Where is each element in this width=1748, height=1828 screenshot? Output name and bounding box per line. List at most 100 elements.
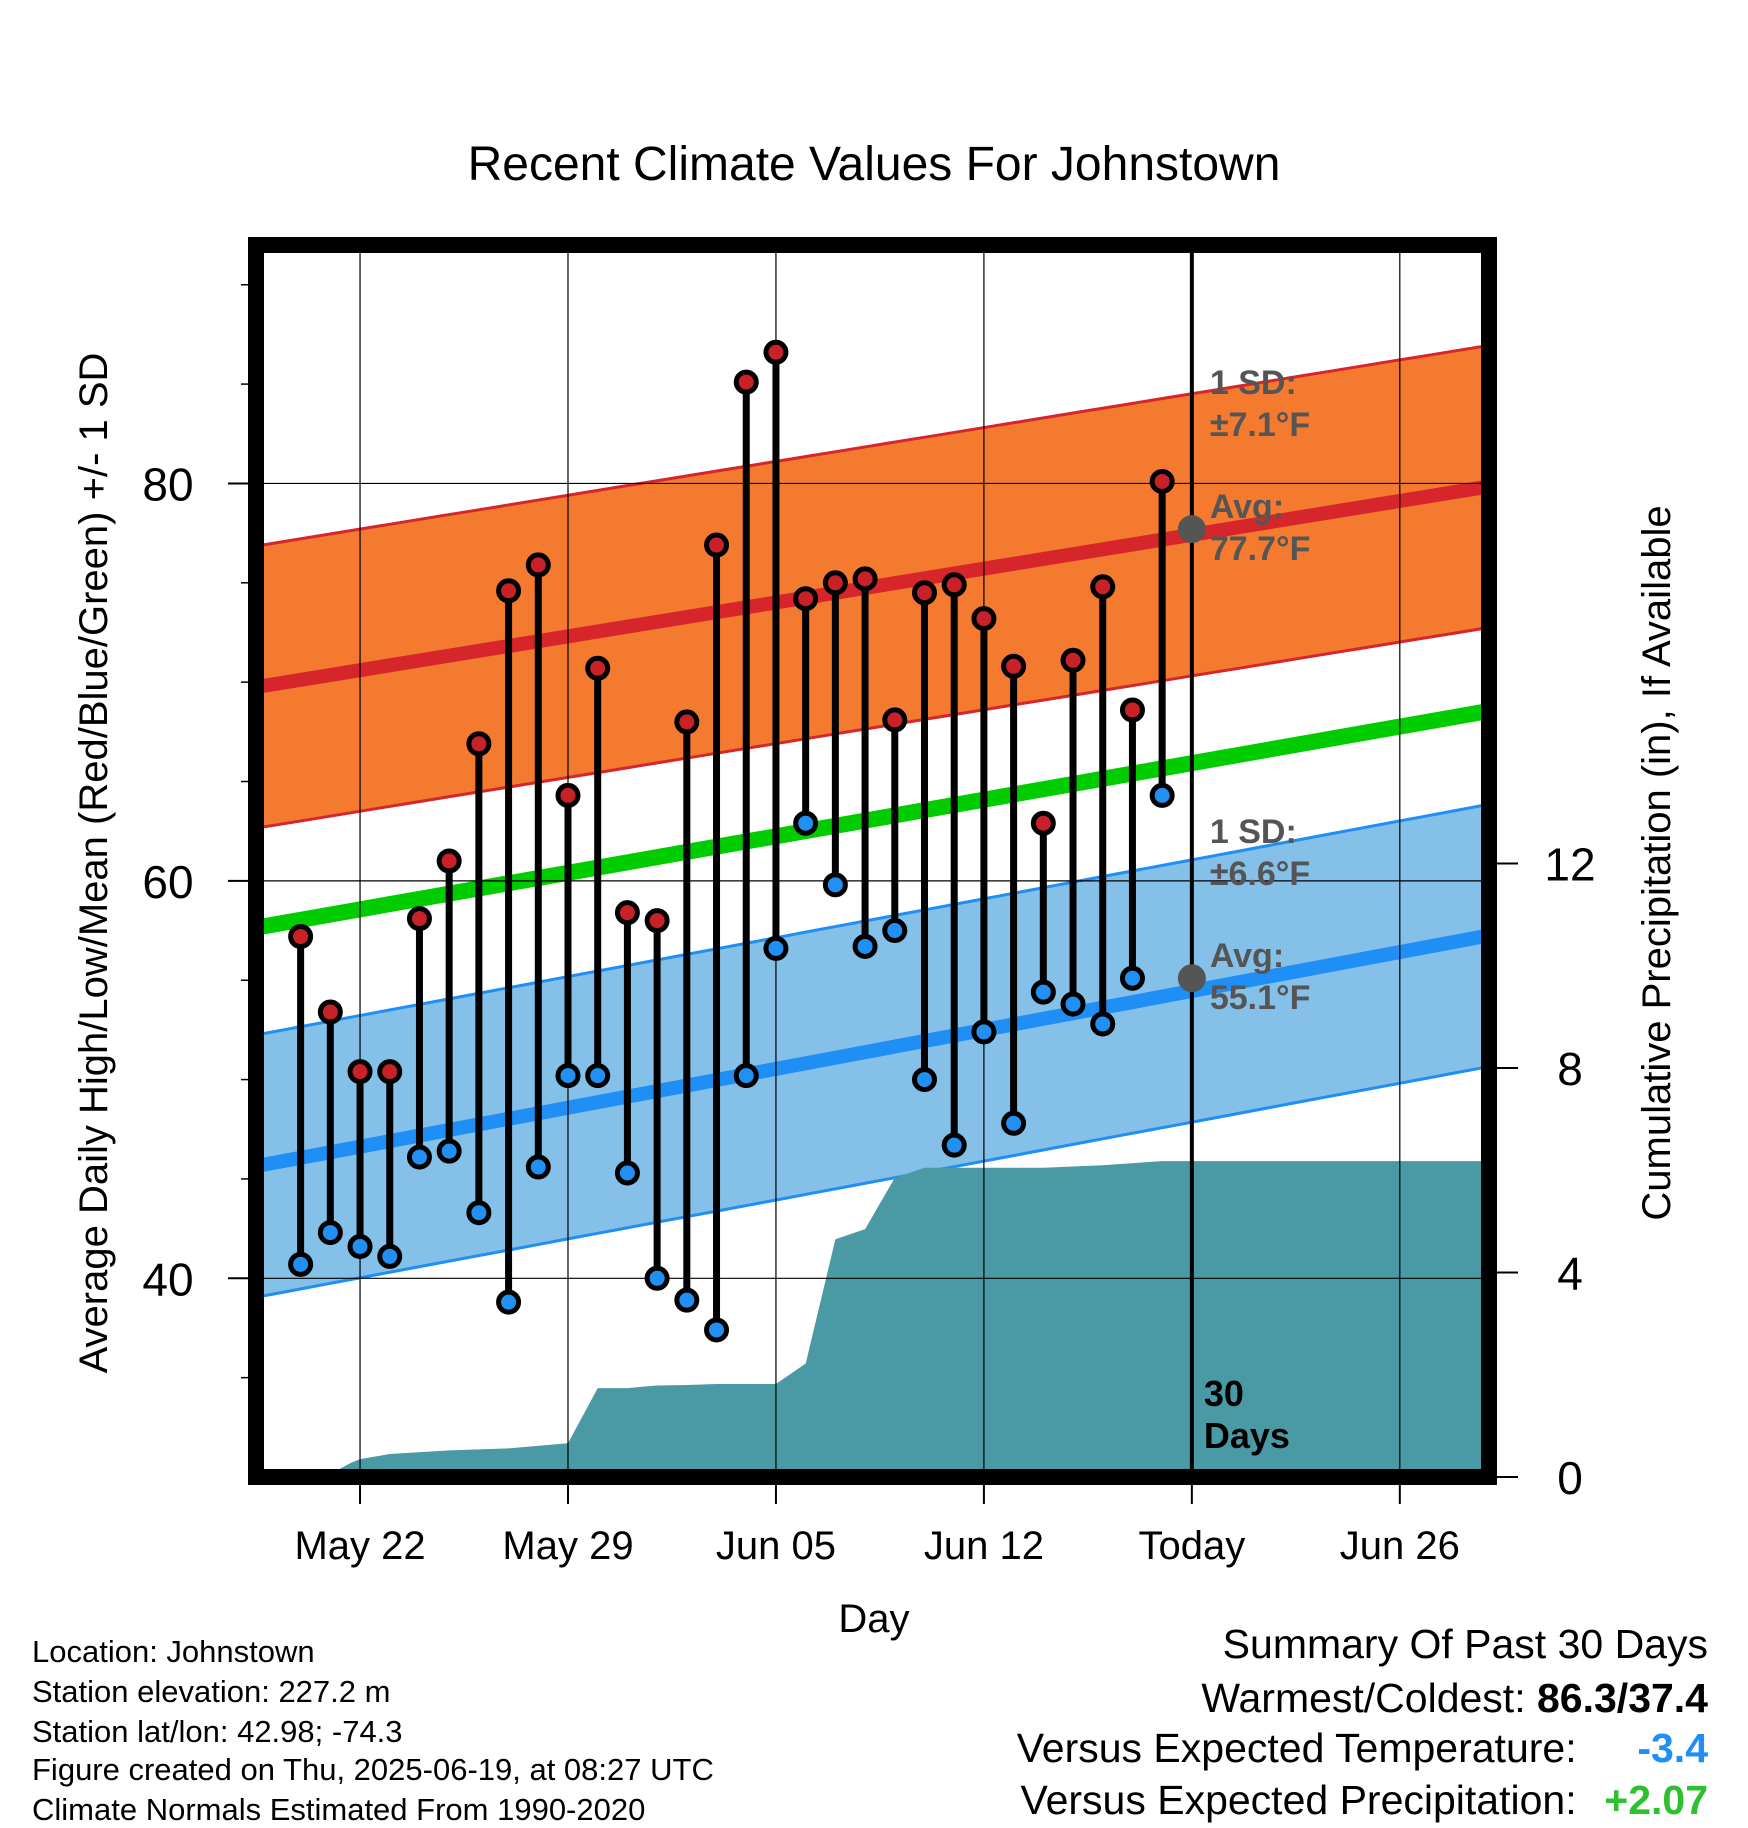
high-normal-annotation-text: Avg:: [1210, 488, 1284, 526]
summary-temp-label: Versus Expected Temperature:: [1016, 1725, 1577, 1771]
daily-low-point: [911, 1067, 937, 1093]
daily-low-point: [793, 810, 819, 836]
daily-high-point: [614, 900, 640, 926]
daily-low-point: [704, 1317, 730, 1343]
daily-low-point: [496, 1289, 522, 1315]
daily-high-point: [644, 908, 670, 934]
daily-low-point: [585, 1063, 611, 1089]
x-tick-label: Jun 05: [716, 1524, 836, 1568]
normal-low-today-marker: [1177, 964, 1206, 993]
low-normal-annotation-text: Avg:: [1210, 937, 1284, 975]
daily-low-point: [1090, 1011, 1116, 1037]
summary-title: Summary Of Past 30 Days: [1222, 1621, 1708, 1667]
y-axis-label-right: Cumulative Precipitation (in), If Availa…: [1635, 505, 1679, 1220]
daily-high-point: [496, 578, 522, 604]
normal-low-band-upper-edge: [261, 803, 1484, 1036]
normal-low-band-lower-edge: [261, 1066, 1484, 1298]
plot-area: 1 SD: ±7.1°F Avg: 77.7°F 1 SD: ±6.6°F Avg: 55.1…: [142, 237, 1596, 1568]
x-tick-label: May 22: [294, 1524, 425, 1568]
daily-low-point: [733, 1063, 759, 1089]
daily-high-point: [763, 339, 789, 365]
daily-low-point: [614, 1160, 640, 1186]
daily-high-point: [1090, 574, 1116, 600]
x-tick-label: May 29: [502, 1524, 633, 1568]
summary-warmest-label: Warmest/Coldest:: [1201, 1675, 1526, 1721]
daily-high-point: [911, 580, 937, 606]
summary-temp-value: -3.4: [1637, 1725, 1708, 1771]
normal-high-band-upper-edge: [261, 344, 1484, 547]
days-label: Days: [1204, 1415, 1290, 1456]
daily-high-point: [1149, 468, 1175, 494]
daily-low-point: [555, 1063, 581, 1089]
daily-low-point: [674, 1287, 700, 1313]
daily-low-point: [406, 1144, 432, 1170]
daily-high-point: [1030, 810, 1056, 836]
high-normal-annotation-text: 77.7°F: [1210, 530, 1311, 568]
y-right-tick-label: 12: [1544, 839, 1595, 891]
low-normal-annotation-text: 1 SD:: [1210, 813, 1297, 851]
daily-high-point: [466, 731, 492, 757]
daily-high-point: [1119, 697, 1145, 723]
summary-warmest-value: 86.3/37.4: [1537, 1675, 1708, 1721]
daily-high-point: [882, 707, 908, 733]
x-tick-label: Today: [1138, 1524, 1245, 1568]
station-elevation: Station elevation: 227.2 m: [32, 1674, 391, 1709]
daily-high-point: [852, 566, 878, 592]
y-axis-label-left: Average Daily High/Low/Mean (Red/Blue/Gr…: [72, 353, 116, 1374]
daily-low-point: [822, 872, 848, 898]
plot-frame: [248, 237, 1497, 1485]
climate-normals-note: Climate Normals Estimated From 1990-2020: [32, 1792, 646, 1827]
summary-precip-label: Versus Expected Precipitation:: [1020, 1777, 1577, 1823]
station-location: Location: Johnstown: [32, 1634, 315, 1669]
station-latlon: Station lat/lon: 42.98; -74.3: [32, 1714, 403, 1749]
summary-precip-row: Versus Expected Precipitation: +2.07: [1021, 1780, 1709, 1821]
low-normal-annotation-text: 55.1°F: [1210, 979, 1311, 1017]
daily-low-point: [377, 1243, 403, 1269]
y-right-tick-label: 4: [1557, 1248, 1583, 1300]
daily-low-point: [347, 1233, 373, 1259]
normal-high-band-lower-edge: [261, 627, 1484, 829]
daily-low-point: [525, 1154, 551, 1180]
daily-low-point: [852, 933, 878, 959]
daily-low-point: [1149, 782, 1175, 808]
daily-high-point: [1060, 647, 1086, 673]
daily-high-point: [585, 655, 611, 681]
y-left-tick-label: 40: [142, 1253, 193, 1305]
normal-mean-line: [260, 704, 1485, 935]
summary-precip-value: +2.07: [1604, 1777, 1708, 1823]
daily-high-point: [793, 586, 819, 612]
daily-low-point: [1001, 1110, 1027, 1136]
daily-high-point: [436, 848, 462, 874]
y-left-tick-label: 60: [142, 856, 193, 908]
daily-high-point: [525, 552, 551, 578]
daily-high-point: [406, 906, 432, 932]
x-tick-label: Jun 26: [1340, 1524, 1460, 1568]
daily-low-point: [317, 1220, 343, 1246]
figure-created: Figure created on Thu, 2025-06-19, at 08…: [32, 1752, 714, 1787]
daily-low-point: [436, 1138, 462, 1164]
daily-high-point: [941, 572, 967, 598]
daily-low-point: [288, 1251, 314, 1277]
daily-high-point: [704, 532, 730, 558]
daily-high-point: [317, 999, 343, 1025]
daily-high-point: [288, 924, 314, 950]
daily-high-point: [822, 570, 848, 596]
daily-high-point: [347, 1059, 373, 1085]
daily-low-point: [971, 1019, 997, 1045]
y-right-tick-label: 0: [1557, 1452, 1583, 1504]
daily-high-point: [971, 606, 997, 632]
high-normal-annotation-text: 1 SD:: [1210, 364, 1297, 402]
daily-high-point: [1001, 653, 1027, 679]
daily-low-point: [1030, 979, 1056, 1005]
summary-warmest-row: Warmest/Coldest: 86.3/37.4: [1201, 1678, 1708, 1719]
high-normal-annotation-text: ±7.1°F: [1210, 406, 1310, 444]
summary-temp-row: Versus Expected Temperature: -3.4: [1017, 1728, 1708, 1769]
precipitation-area: [262, 1161, 1483, 1477]
x-tick-label: Jun 12: [924, 1524, 1044, 1568]
normal-high-today-marker: [1177, 515, 1206, 544]
daily-low-point: [882, 918, 908, 944]
daily-high-point: [555, 782, 581, 808]
daily-low-point: [1060, 991, 1086, 1017]
daily-high-point: [377, 1059, 403, 1085]
